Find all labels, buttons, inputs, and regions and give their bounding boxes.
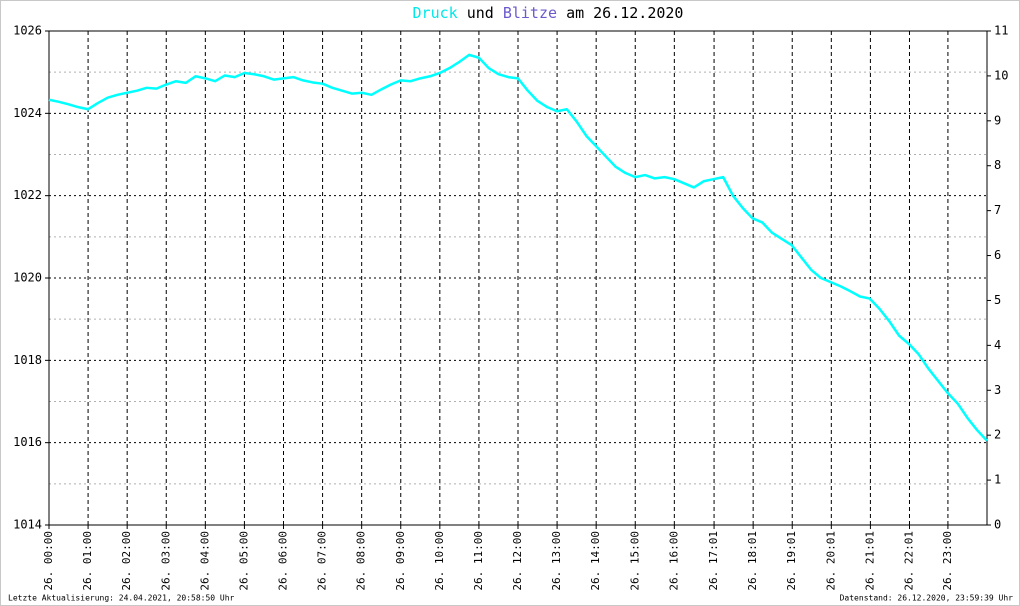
y2-tick-label: 0 bbox=[994, 518, 1001, 532]
y2-tick-label: 6 bbox=[994, 248, 1001, 262]
y-tick-label: 1022 bbox=[13, 188, 42, 202]
x-tick-label: 26. 14:00 bbox=[589, 531, 602, 591]
x-tick-label: 26. 09:00 bbox=[394, 531, 407, 591]
y2-tick-label: 8 bbox=[994, 158, 1001, 172]
x-tick-label: 26. 22:01 bbox=[902, 531, 915, 591]
x-tick-label: 26. 00:00 bbox=[42, 531, 55, 591]
footer-left: Letzte Aktualisierung: 24.04.2021, 20:58… bbox=[8, 594, 235, 603]
y-tick-label: 1018 bbox=[13, 353, 42, 367]
x-tick-label: 26. 19:01 bbox=[785, 531, 798, 591]
x-tick-label: 26. 11:00 bbox=[472, 531, 485, 591]
x-tick-label: 26. 16:00 bbox=[667, 531, 680, 591]
x-tick-label: 26. 20:01 bbox=[824, 531, 837, 591]
footer-right: Datenstand: 26.12.2020, 23:59:39 Uhr bbox=[840, 594, 1014, 603]
x-tick-label: 26. 06:00 bbox=[277, 531, 290, 591]
title-part: am 26.12.2020 bbox=[566, 4, 683, 22]
x-tick-label: 26. 05:00 bbox=[237, 531, 250, 591]
y2-tick-label: 10 bbox=[994, 68, 1008, 82]
y2-tick-label: 1 bbox=[994, 473, 1001, 487]
x-tick-label: 26. 03:00 bbox=[159, 531, 172, 591]
x-tick-label: 26. 01:00 bbox=[81, 531, 94, 591]
y2-tick-label: 5 bbox=[994, 293, 1001, 307]
y2-tick-label: 3 bbox=[994, 383, 1001, 397]
chart-title: Druck und Blitze am 26.12.2020 bbox=[413, 4, 684, 22]
x-tick-label: 26. 10:00 bbox=[433, 531, 446, 591]
title-part: Blitze bbox=[503, 4, 557, 22]
title-part: und bbox=[467, 4, 494, 22]
x-tick-label: 26. 21:01 bbox=[863, 531, 876, 591]
y2-tick-label: 4 bbox=[994, 338, 1001, 352]
x-tick-label: 26. 04:00 bbox=[198, 531, 211, 591]
x-tick-label: 26. 07:00 bbox=[316, 531, 329, 591]
y-tick-label: 1020 bbox=[13, 271, 42, 285]
y-tick-label: 1016 bbox=[13, 435, 42, 449]
pressure-line bbox=[48, 53, 988, 442]
x-tick-label: 26. 08:00 bbox=[355, 531, 368, 591]
x-tick-label: 26. 13:00 bbox=[550, 531, 563, 591]
y-tick-label: 1014 bbox=[13, 518, 42, 532]
x-tick-label: 26. 18:01 bbox=[746, 531, 759, 591]
y-tick-label: 1026 bbox=[13, 24, 42, 38]
plot-border bbox=[48, 30, 988, 526]
x-tick-label: 26. 15:00 bbox=[628, 531, 641, 591]
y-tick-label: 1024 bbox=[13, 106, 42, 120]
y2-tick-label: 7 bbox=[994, 203, 1001, 217]
title-part: Druck bbox=[413, 4, 458, 22]
y2-tick-label: 11 bbox=[994, 24, 1008, 38]
x-tick-label: 26. 12:00 bbox=[511, 531, 524, 591]
y2-tick-label: 2 bbox=[994, 428, 1001, 442]
x-tick-label: 26. 17:01 bbox=[707, 531, 720, 591]
x-tick-label: 26. 02:00 bbox=[120, 531, 133, 591]
y2-tick-label: 9 bbox=[994, 113, 1001, 127]
x-tick-label: 26. 23:00 bbox=[941, 531, 954, 591]
